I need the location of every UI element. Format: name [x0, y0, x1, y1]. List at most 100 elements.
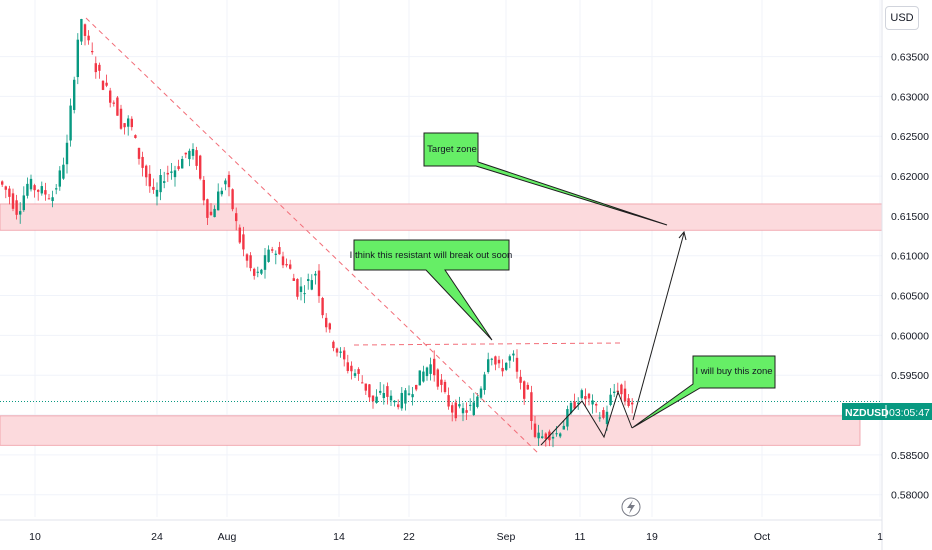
- candle-body: [584, 396, 587, 400]
- candle-body: [1, 181, 4, 185]
- candle-body: [364, 383, 367, 391]
- candle-body: [8, 188, 11, 197]
- candle-body: [386, 386, 389, 397]
- candle-body: [4, 186, 7, 190]
- candle-body: [69, 105, 72, 141]
- projection-arrow: [632, 232, 685, 421]
- candle-body: [62, 164, 65, 179]
- candle-body: [206, 199, 209, 218]
- candle-body: [559, 433, 562, 437]
- candles: [1, 18, 634, 448]
- candle-body: [98, 64, 101, 71]
- candle-body: [335, 348, 339, 353]
- candle-body: [242, 234, 245, 250]
- resistance-zone: [0, 203, 883, 231]
- candle-body: [523, 381, 526, 399]
- candle-body: [44, 190, 47, 195]
- candle-body: [209, 211, 213, 215]
- candle-body: [299, 286, 303, 292]
- candle-body: [289, 264, 292, 269]
- candle-body: [55, 188, 58, 190]
- candle-body: [281, 256, 285, 266]
- y-tick-label: 0.61000: [891, 251, 929, 263]
- candle-body: [418, 370, 421, 386]
- x-tick-label: 22: [403, 531, 415, 543]
- candle-body: [519, 376, 522, 383]
- candle-body: [573, 401, 576, 409]
- candle-body: [51, 197, 54, 202]
- candle-body: [620, 384, 623, 395]
- candle-body: [83, 24, 87, 36]
- candle-body: [245, 254, 249, 261]
- candle-body: [494, 356, 497, 365]
- candle-body: [285, 263, 288, 266]
- candle-body: [368, 384, 371, 398]
- x-tick-label: 24: [151, 531, 163, 543]
- candle-body: [591, 400, 594, 405]
- candle-body: [375, 396, 378, 403]
- x-tick-label: 10: [29, 531, 41, 543]
- y-tick-label: 0.60000: [891, 330, 929, 342]
- zones: [0, 203, 883, 446]
- symbol-label: NZDUSD: [845, 407, 889, 419]
- candle-body: [296, 279, 299, 297]
- candle-body: [58, 170, 61, 187]
- candle-body: [163, 181, 166, 183]
- candle-body: [627, 398, 630, 406]
- candle-body: [80, 18, 83, 42]
- candle-body: [577, 402, 580, 404]
- candle-body: [411, 394, 414, 398]
- candle-body: [170, 171, 173, 173]
- candle-body: [105, 82, 108, 86]
- lightning-icon[interactable]: [621, 497, 641, 517]
- candle-body: [490, 358, 493, 360]
- candle-body: [148, 173, 151, 187]
- candle-body: [346, 362, 349, 371]
- candle-body: [515, 357, 519, 372]
- candle-body: [393, 400, 396, 403]
- candle-body: [278, 247, 281, 255]
- candle-body: [623, 388, 627, 402]
- x-axis: 10 24 Aug 14 22 Sep 11 19 Oct 1: [0, 519, 883, 543]
- candle-body: [123, 123, 126, 128]
- candle-body: [253, 268, 256, 276]
- candle-body: [130, 118, 133, 128]
- candle-body: [325, 317, 328, 328]
- candle-body: [598, 417, 601, 419]
- candle-body: [544, 433, 547, 439]
- candle-body: [501, 367, 504, 372]
- candle-body: [217, 191, 220, 211]
- candle-body: [137, 147, 141, 159]
- candle-body: [566, 409, 569, 427]
- candle-body: [429, 364, 432, 374]
- candle-body: [454, 402, 457, 419]
- candle-body: [343, 350, 346, 360]
- candle-body: [112, 102, 115, 104]
- candle-body: [332, 341, 335, 349]
- candle-body: [357, 369, 360, 374]
- candle-body: [350, 365, 353, 372]
- candle-body: [199, 155, 202, 179]
- candle-body: [422, 371, 425, 382]
- y-tick-label: 0.58500: [891, 450, 929, 462]
- candle-body: [469, 404, 472, 406]
- candle-body: [555, 433, 558, 435]
- candle-body: [116, 97, 119, 116]
- x-tick-label: Sep: [497, 531, 516, 543]
- candle-body: [371, 395, 375, 402]
- currency-selector[interactable]: USD: [885, 6, 919, 30]
- candle-body: [238, 227, 241, 243]
- candle-body: [224, 180, 227, 185]
- candle-body: [181, 158, 184, 169]
- candle-body: [40, 186, 43, 194]
- candle-body: [602, 410, 605, 418]
- candle-body: [379, 390, 382, 393]
- candle-body: [91, 51, 94, 53]
- candle-body: [526, 384, 529, 390]
- x-tick-label: Oct: [754, 531, 770, 543]
- candle-body: [155, 189, 159, 197]
- target-zone-callout-text: Target zone: [427, 144, 477, 155]
- downtrend-line: [85, 17, 539, 454]
- candle-body: [530, 392, 533, 421]
